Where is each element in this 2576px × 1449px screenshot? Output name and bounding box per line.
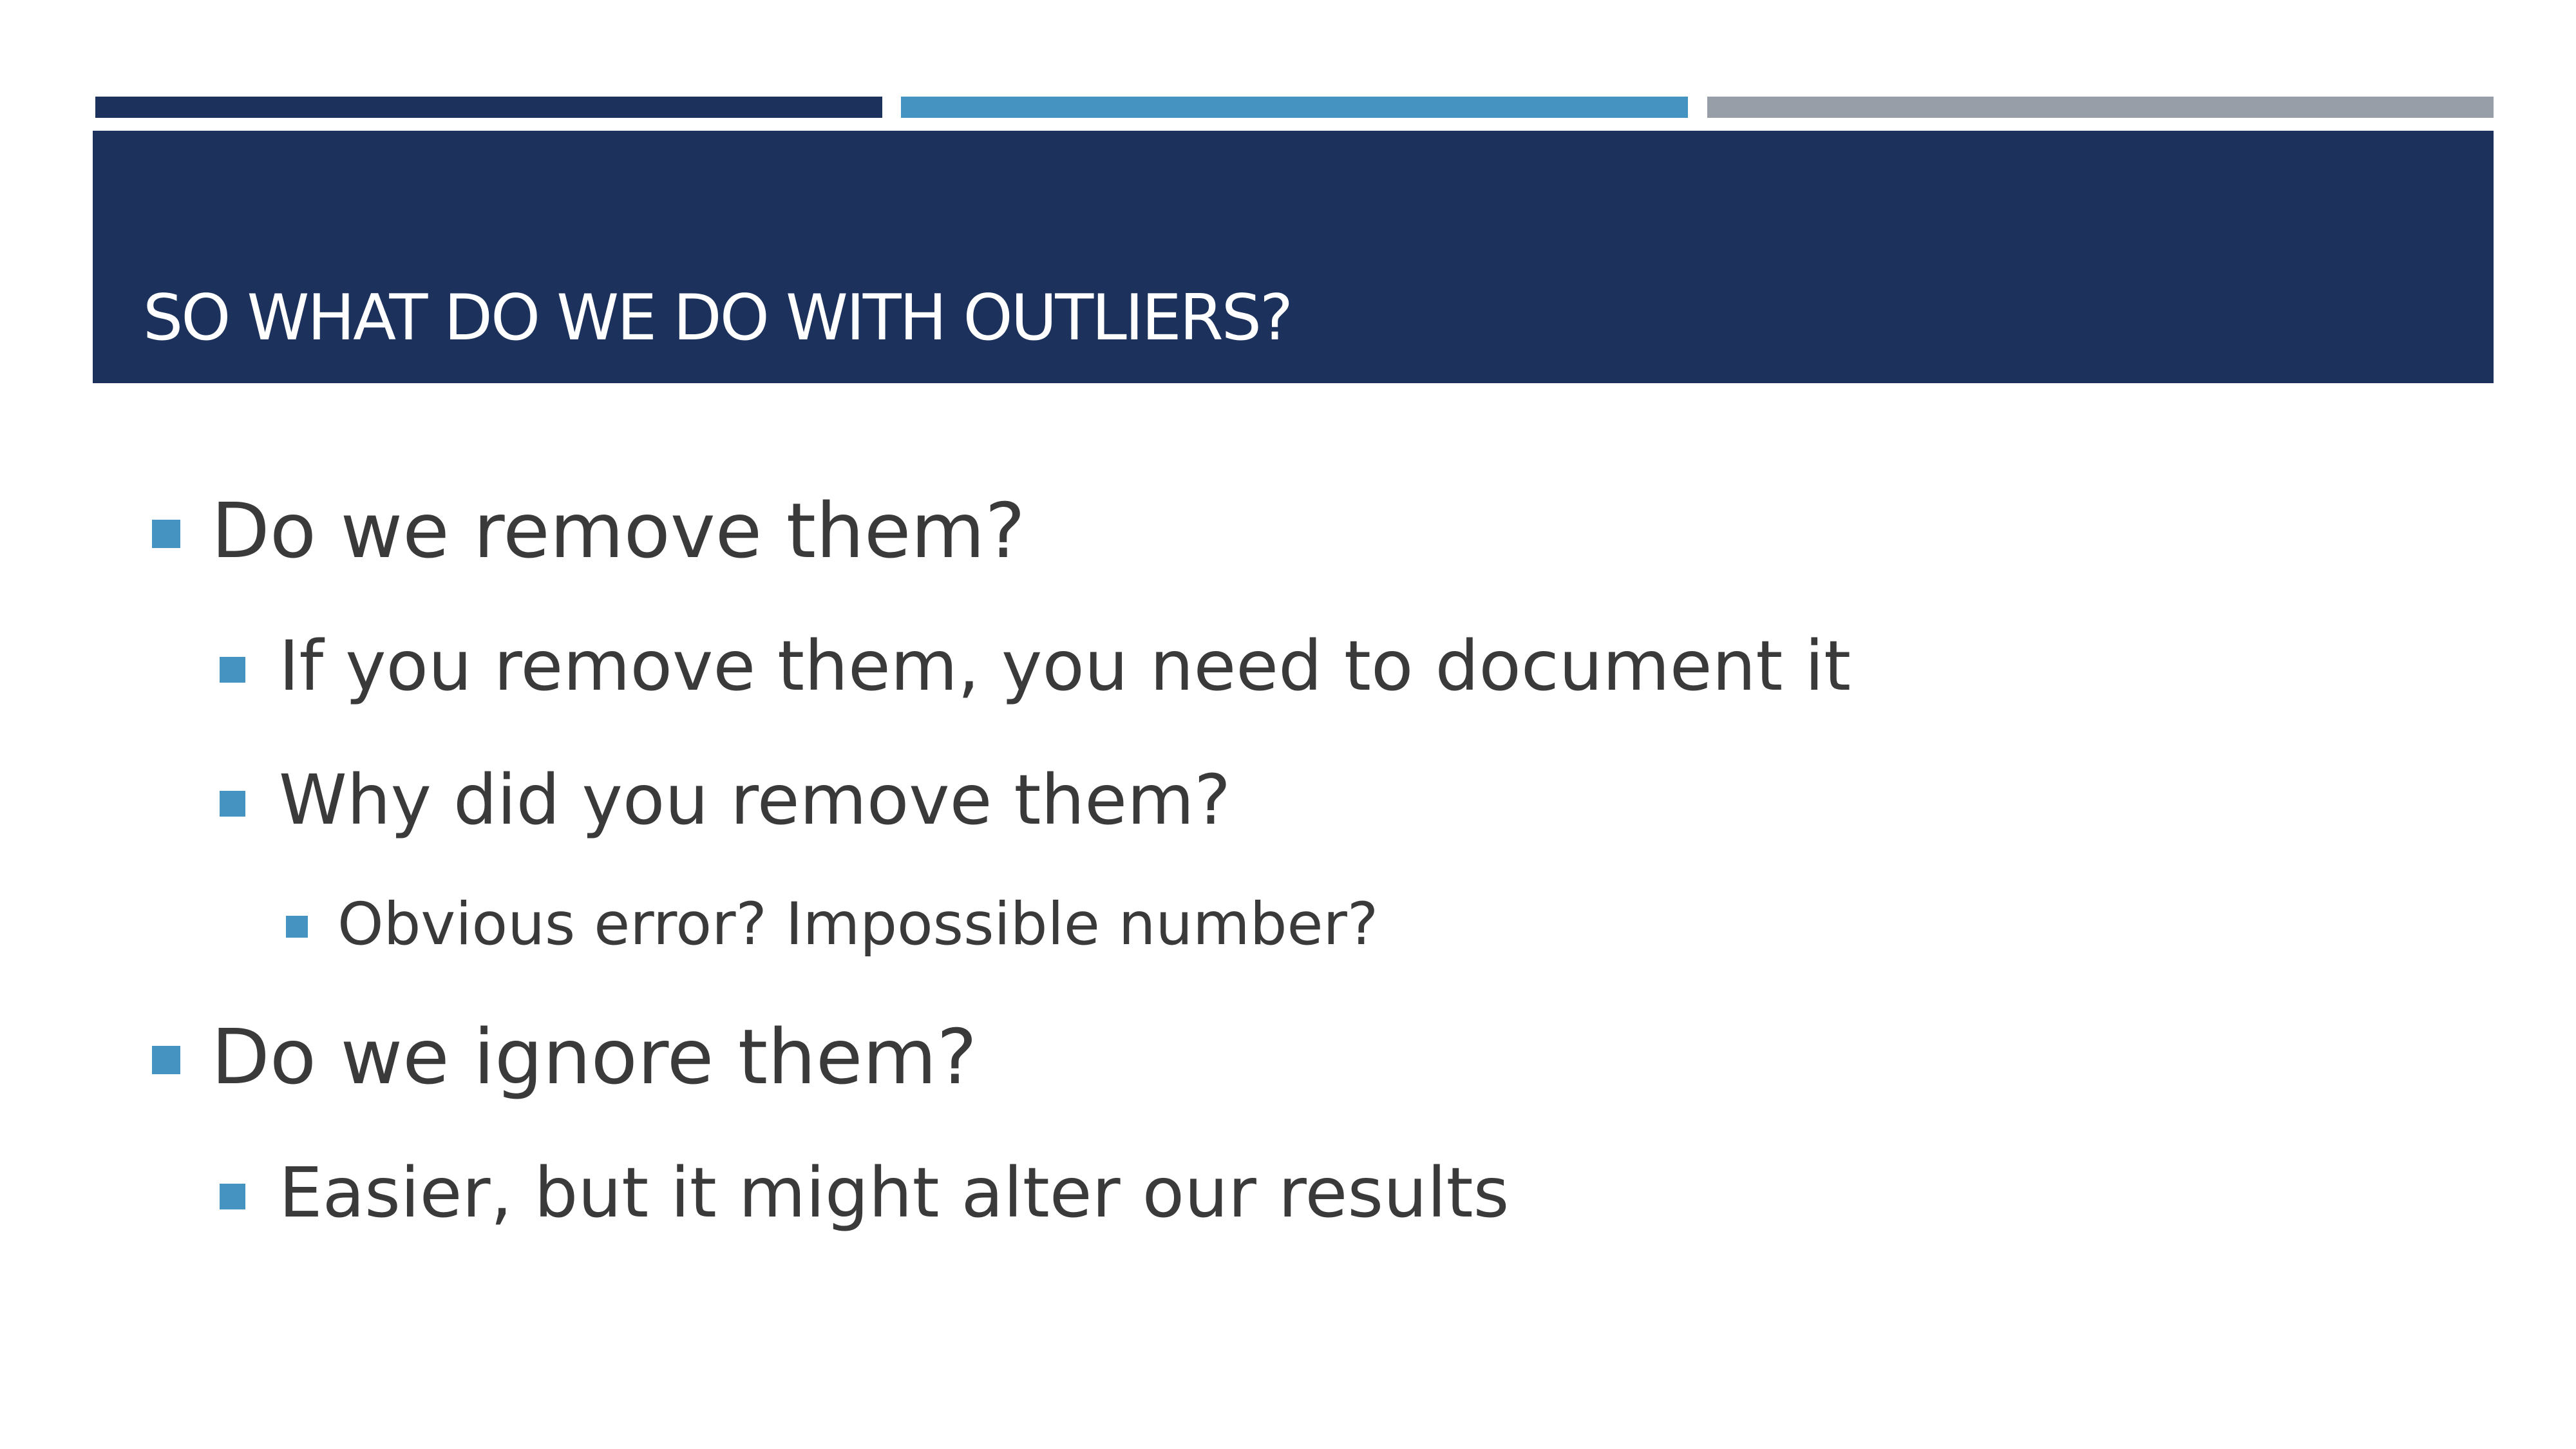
square-bullet-icon — [220, 1184, 245, 1209]
accent-bar-blue — [901, 97, 1688, 118]
bullet-item: If you remove them, you need to document… — [220, 632, 1851, 701]
bullet-item: Do we ignore them? — [152, 1019, 977, 1095]
square-bullet-icon — [152, 1046, 180, 1074]
accent-bar-gray — [1707, 97, 2494, 118]
bullet-text: Do we remove them? — [211, 486, 1026, 575]
bullet-text: If you remove them, you need to document… — [279, 627, 1852, 706]
square-bullet-icon — [152, 520, 180, 548]
title-band: SO WHAT DO WE DO WITH OUTLIERS? — [93, 131, 2494, 383]
square-bullet-icon — [220, 657, 245, 683]
bullet-item: Easier, but it might alter our results — [220, 1159, 1509, 1228]
square-bullet-icon — [286, 916, 308, 938]
bullet-item: Do we remove them? — [152, 493, 1025, 569]
bullet-text: Easier, but it might alter our results — [279, 1153, 1510, 1233]
bullet-item: Obvious error? Impossible number? — [286, 895, 1378, 954]
bullet-text: Obvious error? Impossible number? — [337, 891, 1379, 958]
bullet-text: Do we ignore them? — [211, 1012, 978, 1101]
bullet-item: Why did you remove them? — [220, 766, 1231, 835]
bullet-text: Why did you remove them? — [279, 761, 1231, 840]
accent-bar-navy — [95, 97, 882, 118]
square-bullet-icon — [220, 791, 245, 817]
slide-title: SO WHAT DO WE DO WITH OUTLIERS? — [143, 281, 1293, 355]
